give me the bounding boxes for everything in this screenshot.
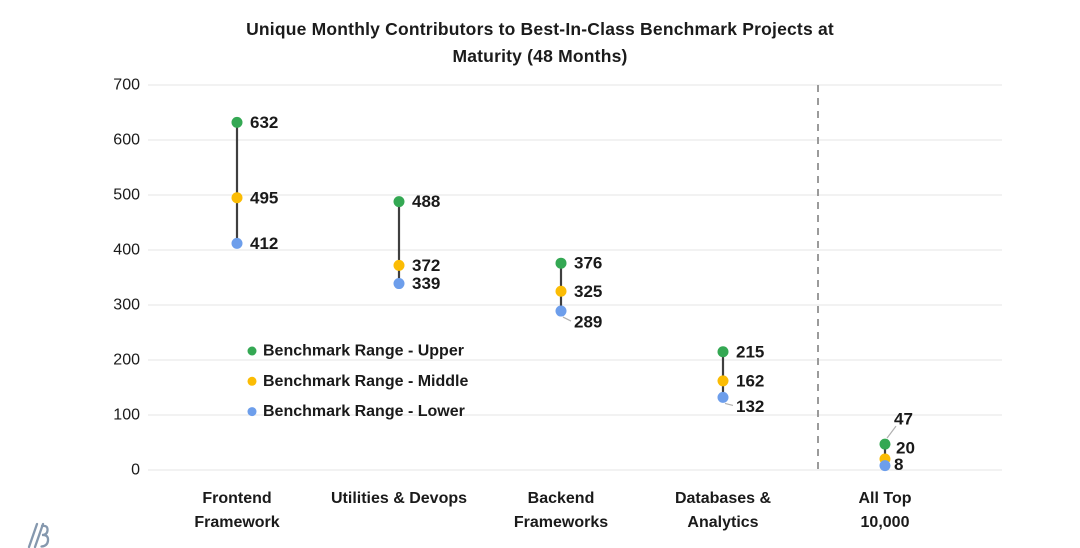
data-point-lower: [879, 460, 891, 472]
data-point-lower: [393, 278, 405, 290]
chart-title: Unique Monthly Contributors to Best-In-C…: [0, 16, 1080, 70]
legend-swatch: [247, 346, 257, 356]
label-leader-line: [562, 316, 572, 322]
data-point-lower: [231, 237, 243, 249]
data-label: 289: [574, 313, 602, 332]
legend-label: Benchmark Range - Middle: [263, 373, 468, 390]
data-point-middle: [231, 192, 243, 204]
legend-item: Benchmark Range - Middle: [247, 373, 468, 390]
data-point-upper: [231, 116, 243, 128]
data-label: 339: [412, 274, 440, 293]
data-label: 412: [250, 234, 278, 253]
y-tick-label: 0: [131, 462, 140, 479]
data-label: 215: [736, 342, 764, 361]
data-label: 8: [894, 455, 903, 474]
legend-swatch: [247, 376, 257, 386]
data-point-middle: [393, 259, 405, 271]
data-label: 376: [574, 254, 602, 273]
chart-title-line-2: Maturity (48 Months): [452, 46, 628, 66]
x-axis-label: Utilities & Devops: [331, 490, 467, 507]
y-tick-label: 400: [113, 242, 140, 259]
data-label: 325: [574, 282, 602, 301]
data-point-upper: [879, 438, 891, 450]
data-label: 162: [736, 371, 764, 390]
y-tick-label: 700: [113, 77, 140, 94]
y-tick-label: 200: [113, 352, 140, 369]
legend-swatch: [247, 407, 257, 417]
x-axis-label: Databases & Analytics: [675, 490, 771, 531]
data-point-middle: [717, 375, 729, 387]
data-point-lower: [717, 391, 729, 403]
chart-title-line-1: Unique Monthly Contributors to Best-In-C…: [246, 19, 834, 39]
data-point-middle: [555, 285, 567, 297]
data-point-upper: [717, 346, 729, 358]
label-leader-line: [886, 425, 897, 439]
y-tick-label: 600: [113, 132, 140, 149]
x-axis-label: Backend Frameworks: [514, 490, 608, 531]
y-tick-label: 500: [113, 187, 140, 204]
legend-item: Benchmark Range - Upper: [247, 343, 464, 360]
data-label: 488: [412, 192, 440, 211]
data-point-lower: [555, 305, 567, 317]
legend-label: Benchmark Range - Lower: [263, 403, 465, 420]
data-point-upper: [555, 257, 567, 269]
brand-logo: [27, 522, 50, 548]
data-label: 495: [250, 188, 278, 207]
y-tick-label: 300: [113, 297, 140, 314]
x-axis-label: Frontend Framework: [194, 490, 279, 531]
y-tick-label: 100: [113, 407, 140, 424]
data-label: 632: [250, 113, 278, 132]
data-point-upper: [393, 196, 405, 208]
data-label: 132: [736, 397, 764, 416]
x-axis-label: All Top 10,000: [858, 490, 911, 531]
data-label: 47: [894, 410, 913, 429]
data-label: 20: [896, 439, 915, 458]
data-label: 372: [412, 256, 440, 275]
label-leader-line: [724, 402, 734, 406]
legend-label: Benchmark Range - Upper: [263, 343, 464, 360]
legend-item: Benchmark Range - Lower: [247, 403, 465, 420]
